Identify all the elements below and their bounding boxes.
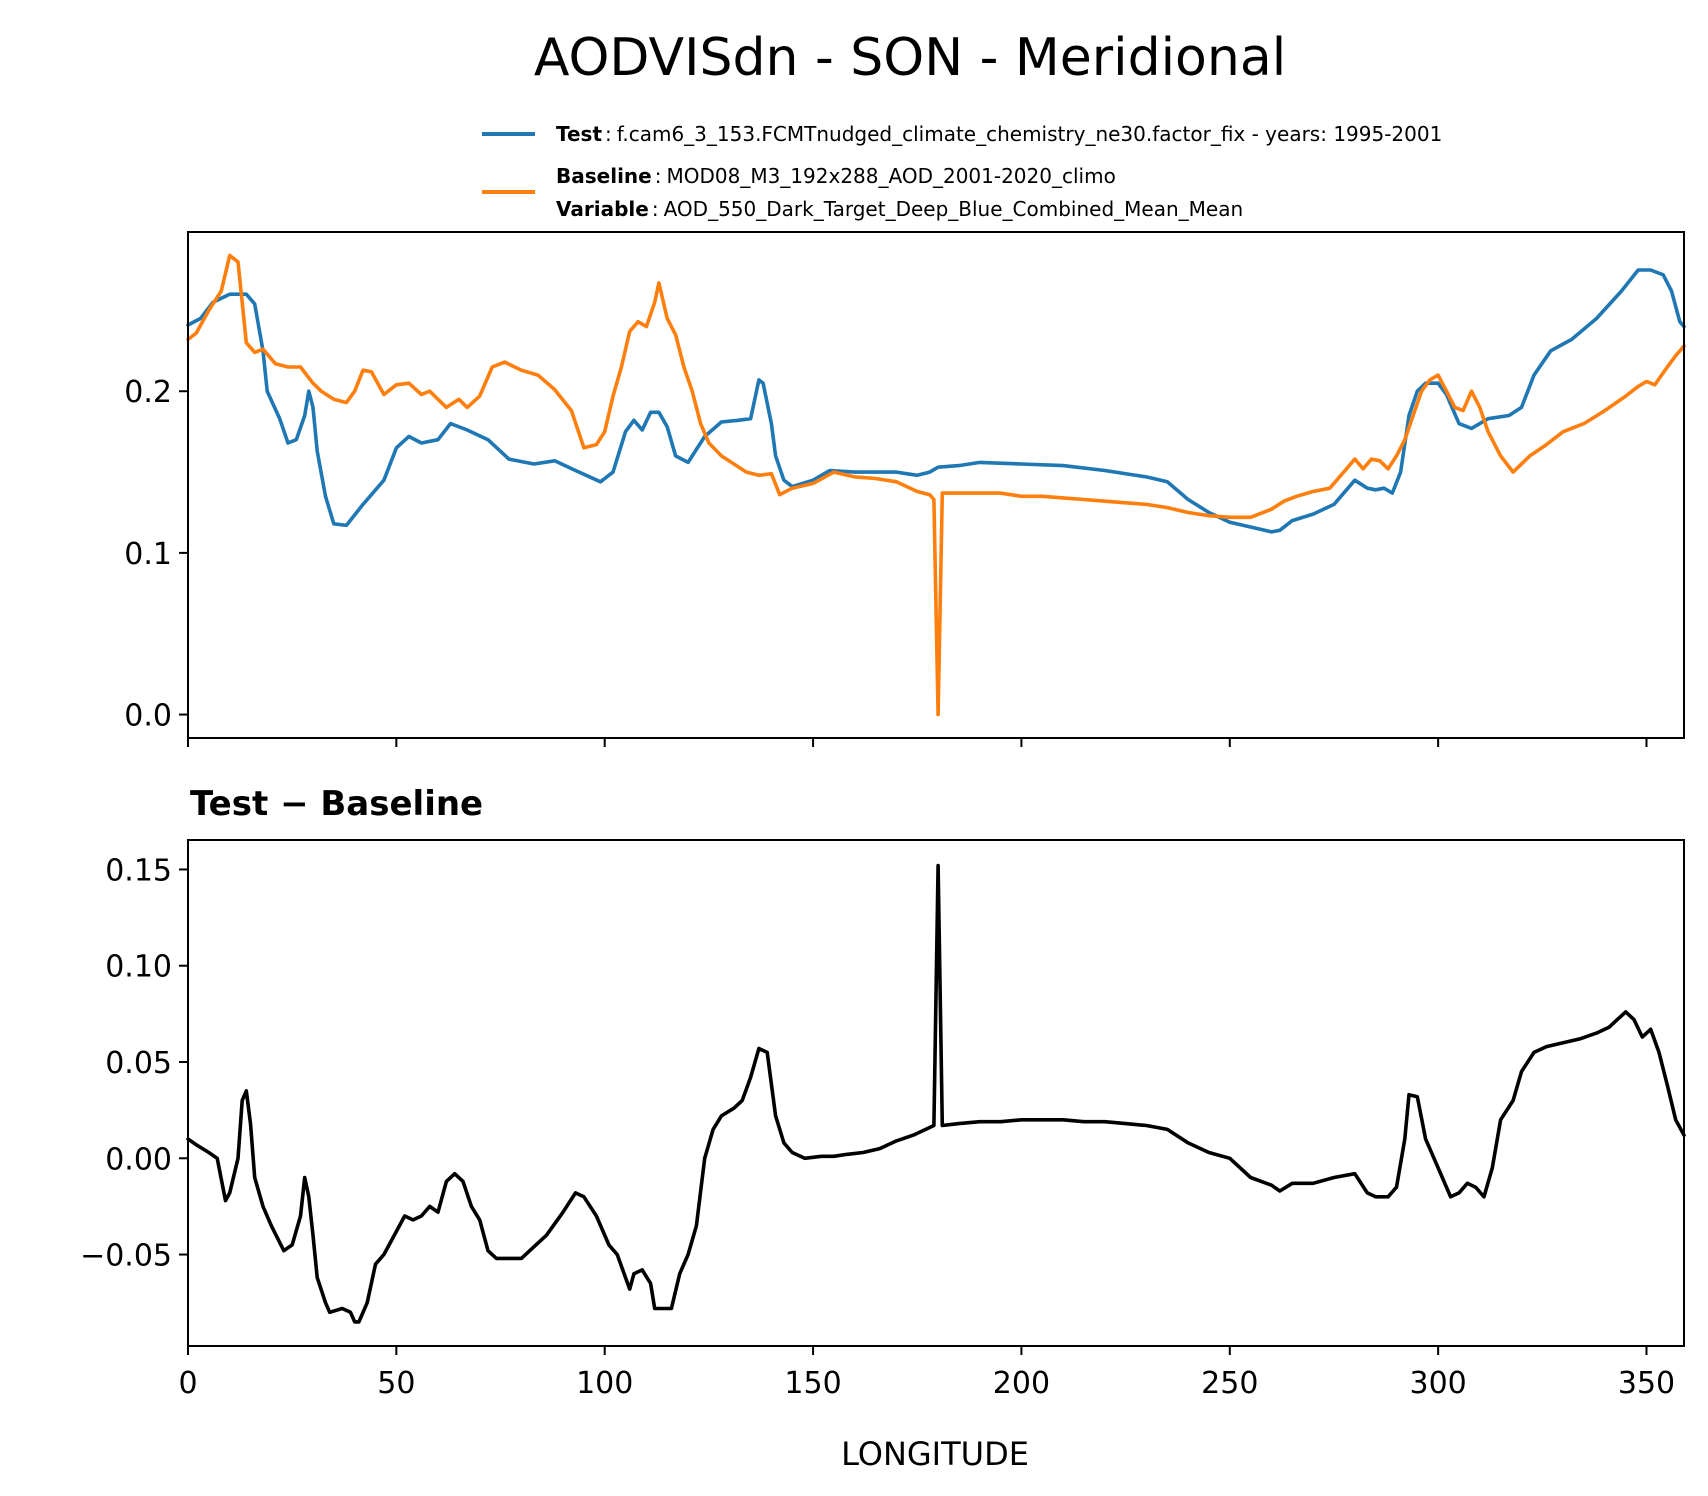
top-y-tick-label: 0.1	[124, 537, 172, 572]
legend: Test: f.cam6_3_153.FCMTnudged_climate_che…	[482, 122, 1442, 221]
x-tick-label: 100	[576, 1366, 633, 1401]
bottom-series-line-test-baseline	[186, 863, 1686, 1324]
top-y-tick-label: 0.2	[124, 375, 172, 410]
legend-variable-key: Variable	[556, 197, 649, 221]
top-y-axis: 0.0 0.1 0.2	[124, 375, 188, 734]
x-axis-label: LONGITUDE	[841, 1435, 1029, 1473]
x-tick-label: 250	[1201, 1366, 1258, 1401]
bottom-x-axis: 0 50 100 150 200 250 300 350	[178, 1346, 1675, 1401]
bottom-y-tick-label: 0.00	[105, 1142, 172, 1177]
bottom-series-lines	[186, 863, 1686, 1324]
legend-test-text: f.cam6_3_153.FCMTnudged_climate_chemistr…	[617, 122, 1443, 146]
top-panel: 0.0 0.1 0.2	[124, 231, 1686, 747]
x-tick-label: 300	[1410, 1366, 1467, 1401]
legend-baseline-entry: Baseline: MOD08_M3_192x288_AOD_2001-2020_…	[556, 164, 1116, 188]
top-y-tick-label: 0.0	[124, 699, 172, 734]
legend-variable-entry: Variable: AOD_550_Dark_Target_Deep_Blue_C…	[556, 197, 1243, 221]
x-tick-label: 150	[784, 1366, 841, 1401]
top-panel-frame	[187, 231, 1685, 739]
bottom-y-tick-label: −0.05	[80, 1239, 172, 1274]
x-tick-label: 350	[1618, 1366, 1675, 1401]
bottom-panel: −0.05 0.00 0.05 0.10 0.15 0 50 100 150 200 250 300…	[80, 839, 1686, 1401]
legend-variable-sep: :	[652, 197, 659, 221]
legend-test-sep: :	[605, 122, 612, 146]
legend-test-entry: Test: f.cam6_3_153.FCMTnudged_climate_che…	[556, 122, 1442, 146]
bottom-y-tick-label: 0.10	[105, 950, 172, 985]
top-x-axis	[187, 738, 1648, 747]
legend-test-key: Test	[556, 122, 602, 146]
legend-baseline-key: Baseline	[556, 164, 652, 188]
bottom-panel-subtitle: Test − Baseline	[190, 784, 483, 824]
x-tick-label: 50	[377, 1366, 415, 1401]
legend-baseline-text: MOD08_M3_192x288_AOD_2001-2020_climo	[666, 164, 1115, 188]
bottom-panel-frame	[187, 839, 1685, 1347]
bottom-y-axis: −0.05 0.00 0.05 0.10 0.15	[80, 853, 188, 1274]
bottom-y-tick-label: 0.05	[105, 1046, 172, 1081]
x-tick-label: 200	[993, 1366, 1050, 1401]
top-series-lines	[186, 253, 1686, 717]
legend-baseline-sep: :	[655, 164, 662, 188]
legend-variable-text: AOD_550_Dark_Target_Deep_Blue_Combined_M…	[664, 197, 1244, 221]
chart-title: AODVISdn - SON - Meridional	[534, 28, 1286, 88]
top-series-line-baseline	[186, 253, 1686, 717]
x-tick-label: 0	[178, 1366, 197, 1401]
bottom-y-tick-label: 0.15	[105, 853, 172, 888]
